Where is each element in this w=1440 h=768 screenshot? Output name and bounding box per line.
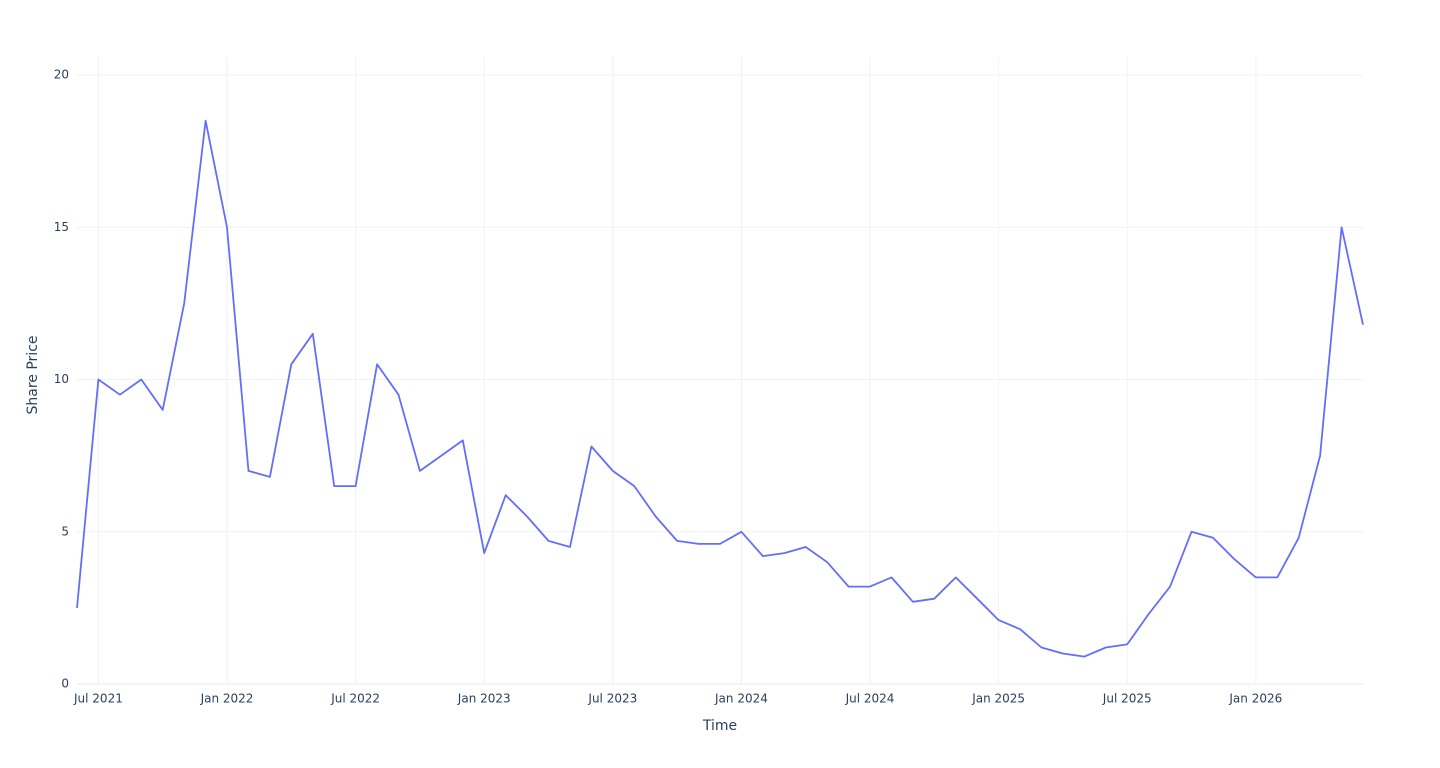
x-tick-label: Jul 2025: [1102, 692, 1152, 706]
x-tick-label: Jan 2024: [714, 692, 768, 706]
y-tick-label: 5: [61, 524, 69, 538]
x-tick-label: Jan 2023: [457, 692, 511, 706]
x-tick-label: Jul 2024: [845, 692, 895, 706]
x-tick-label: Jul 2023: [587, 692, 637, 706]
y-tick-label: 10: [54, 372, 69, 386]
y-tick-label: 15: [54, 220, 69, 234]
x-tick-label: Jan 2026: [1228, 692, 1282, 706]
price-line: [76, 119, 1364, 658]
y-tick-label: 20: [54, 68, 69, 82]
x-tick-label: Jul 2021: [73, 692, 123, 706]
x-tick-label: Jul 2022: [330, 692, 380, 706]
x-axis-title: Time: [702, 718, 737, 734]
y-tick-label: 0: [61, 677, 69, 691]
x-tick-label: Jan 2022: [200, 692, 254, 706]
x-tick-label: Jan 2025: [971, 692, 1025, 706]
y-axis-title: Share Price: [25, 335, 41, 414]
